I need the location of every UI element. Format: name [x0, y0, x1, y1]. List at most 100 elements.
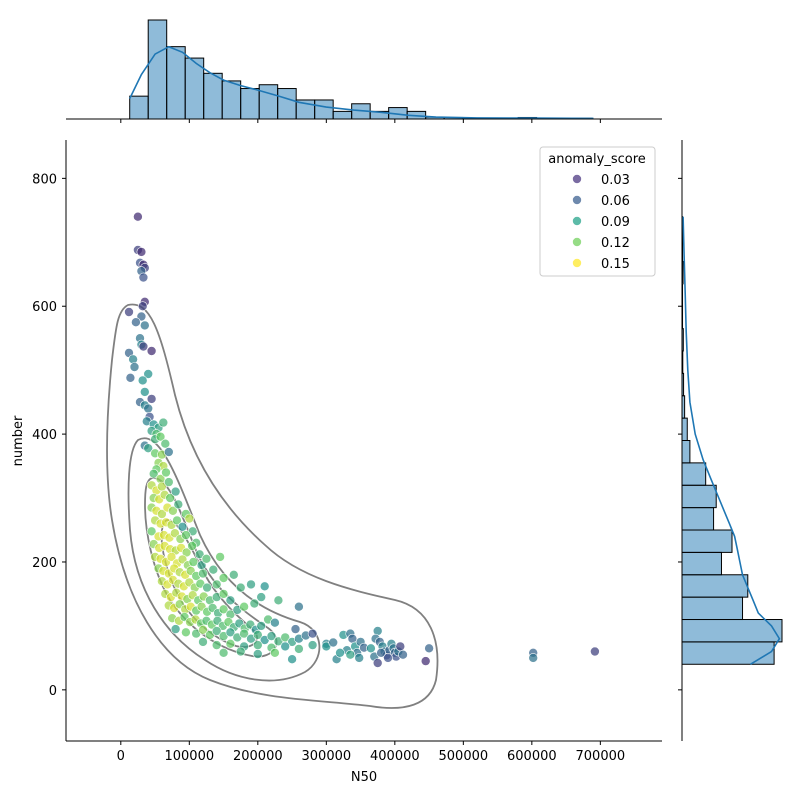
y-axis-label: number — [11, 415, 26, 466]
legend-label: 0.12 — [601, 236, 630, 251]
scatter-point — [202, 582, 212, 593]
scatter-point — [138, 341, 149, 352]
right-histogram-bar — [681, 440, 691, 464]
top-histogram-bar — [314, 99, 334, 120]
right-histogram-bar — [681, 574, 749, 598]
scatter-point — [155, 431, 166, 442]
scatter-point — [225, 638, 236, 649]
x-tick-label: 200000 — [233, 749, 283, 764]
right-axis-ticks — [678, 177, 682, 691]
density-contour-outer — [106, 303, 439, 709]
scatter-point — [376, 647, 386, 658]
right-histogram-bar — [681, 462, 707, 486]
scatter-point — [383, 653, 393, 663]
scatter-point — [290, 624, 301, 634]
scatter-point — [181, 627, 191, 638]
top-histogram-bar — [240, 88, 260, 120]
scatter-point — [218, 647, 229, 658]
x-tick-label: 400000 — [370, 749, 420, 764]
top-histogram-bars — [129, 19, 593, 120]
top-histogram-bar — [277, 88, 297, 120]
right-histogram-bar — [681, 619, 783, 643]
scatter-point — [166, 552, 177, 562]
scatter-point — [157, 509, 167, 519]
y-tick-label: 400 — [32, 428, 57, 443]
scatter-point — [252, 630, 263, 640]
scatter-point — [158, 417, 169, 428]
legend: anomaly_score 0.03 0.06 0.09 0.12 0.15 — [539, 146, 656, 277]
top-histogram-bar — [166, 46, 186, 120]
right-histogram-bar — [681, 417, 688, 442]
legend-frame — [539, 146, 656, 277]
top-histogram-bar — [203, 72, 223, 120]
legend-marker — [572, 174, 582, 184]
y-tick-label: 200 — [32, 556, 57, 571]
scatter-point — [345, 649, 356, 660]
y-tick-label: 800 — [32, 172, 57, 187]
scatter-point — [218, 589, 229, 599]
scatter-point — [273, 595, 284, 606]
scatter-point — [184, 513, 195, 524]
scatter-point — [225, 627, 236, 638]
scatter-point — [235, 582, 246, 593]
legend-marker — [572, 237, 582, 247]
scatter-point — [148, 468, 159, 479]
scatter-point — [218, 604, 229, 615]
scatter-point — [161, 467, 171, 478]
scatter-point — [354, 653, 365, 663]
scatter-point — [280, 641, 291, 652]
scatter-point — [143, 403, 153, 414]
scatter-point — [398, 649, 408, 660]
top-histogram-bar — [258, 84, 279, 120]
scatter-point — [138, 272, 149, 283]
scatter-point — [164, 447, 174, 457]
legend-marker — [572, 258, 582, 268]
right-histogram-bar — [681, 507, 715, 531]
scatter-point — [173, 499, 184, 510]
scatter-point — [170, 486, 181, 497]
y-tick-label: 600 — [32, 300, 57, 315]
scatter-point — [270, 647, 280, 658]
legend-marker — [572, 216, 582, 226]
scatter-point — [256, 621, 267, 631]
scatter-point — [266, 631, 277, 641]
scatter-point — [188, 557, 199, 567]
right-kde-curve — [682, 216, 781, 665]
top-histogram-bar — [147, 19, 168, 120]
scatter-point — [201, 553, 212, 564]
top-marginal-histogram — [66, 19, 662, 123]
right-histogram-bar — [681, 484, 717, 509]
scatter-point — [395, 641, 406, 652]
top-histogram-bar — [129, 95, 149, 120]
top-axis-ticks — [120, 119, 601, 123]
scatter-point — [198, 637, 208, 647]
scatter-point — [215, 552, 225, 562]
scatter-point — [164, 477, 174, 487]
scatter-point — [235, 646, 246, 657]
scatter-point — [225, 595, 236, 606]
x-tick-label: 700000 — [576, 749, 626, 764]
x-axis-label: N50 — [351, 770, 377, 785]
legend-label: 0.09 — [601, 215, 630, 230]
scatter-point — [146, 526, 157, 537]
legend-entries: 0.03 0.06 0.09 0.12 0.15 — [572, 173, 630, 272]
scatter-point — [249, 598, 260, 609]
scatter-point — [270, 617, 280, 628]
scatter-point — [143, 443, 153, 454]
x-tick-label: 600000 — [507, 749, 557, 764]
scatter-point — [294, 644, 304, 654]
scatter-point — [137, 375, 148, 386]
scatter-point — [187, 541, 197, 551]
scatter-point — [211, 626, 222, 636]
x-tick-label: 100000 — [164, 749, 214, 764]
scatter-point — [307, 640, 318, 650]
scatter-point — [170, 624, 181, 634]
scatter-point — [146, 394, 157, 404]
scatter-point — [287, 654, 297, 665]
scatter-panel: 0 100000 200000 300000 400000 500000 600000 700… — [11, 140, 662, 785]
scatter-point — [131, 317, 141, 328]
legend-label: 0.15 — [601, 257, 630, 272]
x-ticks: 0 100000 200000 300000 400000 500000 600000 700… — [117, 741, 626, 764]
scatter-point — [181, 530, 191, 540]
